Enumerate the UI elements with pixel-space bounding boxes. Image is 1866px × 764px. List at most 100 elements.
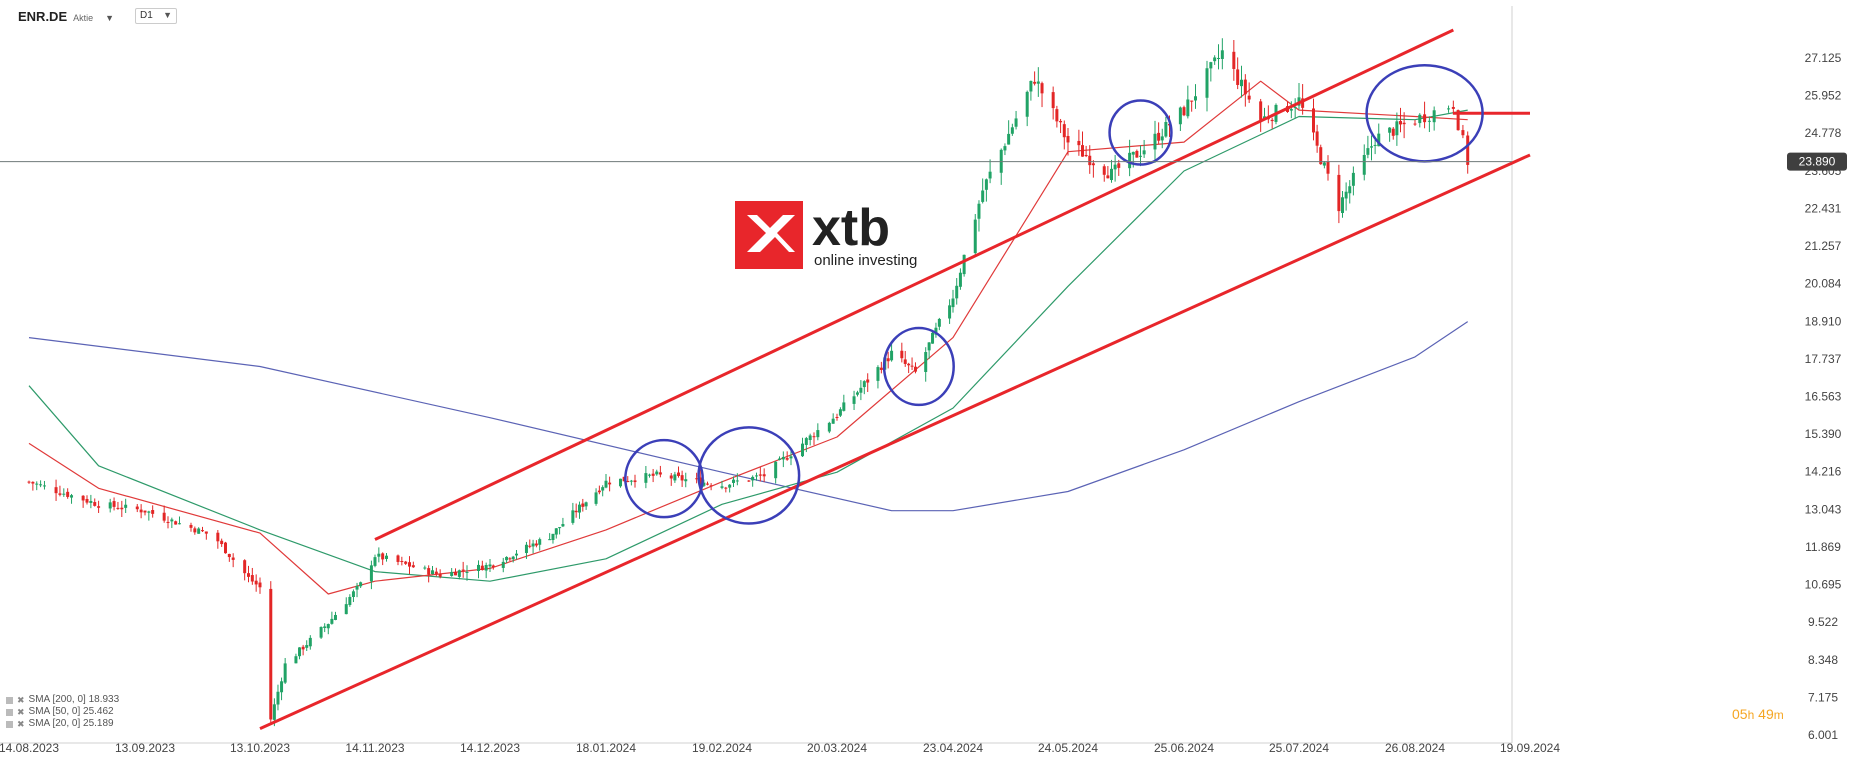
candle-body [411, 565, 415, 568]
x-tick-label: 26.08.2024 [1385, 741, 1445, 755]
highlight-circle[interactable] [1108, 99, 1173, 166]
candle-body [862, 381, 866, 388]
candle-body [1091, 163, 1095, 166]
candle-body [1025, 91, 1029, 117]
candle-body [548, 539, 552, 541]
sma-line [28, 321, 1469, 512]
y-tick-label: 13.043 [1805, 502, 1842, 516]
candle-body [801, 443, 804, 457]
candle-body [594, 492, 598, 504]
candle-body [151, 510, 155, 514]
candle-body [323, 626, 327, 628]
highlight-circle[interactable] [624, 438, 704, 519]
candle-body [484, 564, 488, 571]
candle-body [1217, 57, 1220, 59]
legend-item-sma50[interactable]: ✖ SMA [50, 0] 25.462 [6, 706, 119, 718]
remove-icon[interactable]: ✖ [17, 719, 25, 729]
candle-body [955, 285, 959, 299]
candle-body [308, 637, 312, 647]
candle-body [62, 493, 66, 495]
candle-body [907, 363, 911, 366]
current-price-badge [1787, 152, 1847, 171]
candle-body [934, 327, 938, 335]
candle-body [778, 458, 781, 460]
candle-body [1010, 127, 1014, 134]
indicator-legend: ✖ SMA [200, 0] 18.933 ✖ SMA [50, 0] 25.4… [6, 694, 119, 730]
remove-icon[interactable]: ✖ [17, 695, 25, 705]
trend-channel [259, 28, 1531, 730]
candle-body [808, 435, 812, 441]
candle-body [1466, 135, 1470, 165]
candle-body [373, 557, 377, 566]
candle-body [927, 342, 931, 351]
remove-icon[interactable]: ✖ [17, 707, 25, 717]
candle-body [1391, 128, 1395, 136]
candle-body [924, 352, 928, 372]
symbol-selector[interactable]: ENR.DE Aktie ▼ [18, 9, 114, 24]
y-tick-label: 15.390 [1805, 427, 1842, 441]
candle-body [984, 179, 988, 190]
candle-body [1259, 101, 1263, 120]
candle-body [178, 523, 181, 525]
legend-item-sma20[interactable]: ✖ SMA [20, 0] 25.189 [6, 718, 119, 730]
timeframe-selector[interactable]: D1 ▼ [135, 8, 177, 24]
candle-body [962, 254, 966, 275]
channel-lower-line[interactable] [259, 153, 1531, 730]
highlight-circle[interactable] [697, 426, 801, 525]
candle-body [1243, 79, 1247, 95]
x-tick-label: 18.01.2024 [576, 741, 636, 755]
countdown-hours-unit: h [1747, 708, 1755, 722]
candle-body [831, 418, 835, 424]
candle-body [1289, 109, 1293, 111]
candle-body [89, 500, 93, 503]
candle-body [1110, 168, 1113, 181]
candle-body [1423, 114, 1427, 123]
legend-item-sma200[interactable]: ✖ SMA [200, 0] 18.933 [6, 694, 119, 706]
x-tick-label: 20.03.2024 [807, 741, 867, 755]
candle-body [601, 487, 605, 491]
candle-body [886, 358, 890, 362]
xtb-logo-brand: xtb [812, 199, 890, 257]
candle-body [1084, 154, 1088, 157]
candle-body [1388, 127, 1392, 133]
candle-body [684, 479, 688, 482]
x-tick-label: 14.08.2023 [0, 741, 59, 755]
candle-body [112, 501, 116, 507]
chevron-down-icon: ▼ [163, 10, 172, 20]
current-price: 23.890 [0, 152, 1847, 171]
candle-body [166, 521, 170, 523]
channel-upper-line[interactable] [374, 28, 1454, 541]
candle-body [1077, 140, 1081, 146]
candle-body [1341, 197, 1344, 214]
candle-body [54, 487, 58, 494]
candle-body [698, 477, 702, 486]
y-tick-label: 16.563 [1805, 390, 1842, 404]
x-tick-label: 23.04.2024 [923, 741, 983, 755]
candle-body [227, 553, 231, 558]
candle-body [1232, 51, 1236, 69]
candle-body [1456, 110, 1460, 131]
y-tick-label: 25.952 [1805, 89, 1842, 103]
candle-body [1366, 148, 1370, 155]
candle-body [81, 495, 85, 501]
y-tick-label: 9.522 [1808, 615, 1838, 629]
candle-body [42, 485, 46, 487]
candle-body [1033, 81, 1037, 84]
candle-body [369, 565, 373, 582]
candle-body [147, 511, 151, 513]
candle-body [124, 504, 128, 508]
candle-body [619, 478, 622, 487]
candle-body [1178, 107, 1182, 125]
candle-body [981, 190, 985, 202]
legend-swatch [6, 696, 13, 704]
candle-body [243, 560, 247, 574]
highlight-circle[interactable] [882, 326, 955, 407]
candle-body [505, 556, 509, 561]
candle-body [651, 473, 655, 476]
candle-body [755, 475, 758, 477]
candle-body [58, 493, 62, 495]
candle-body [629, 480, 633, 482]
candle-body [258, 582, 262, 588]
